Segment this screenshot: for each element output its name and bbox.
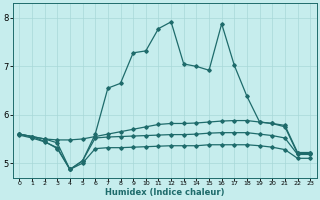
X-axis label: Humidex (Indice chaleur): Humidex (Indice chaleur) <box>105 188 225 197</box>
